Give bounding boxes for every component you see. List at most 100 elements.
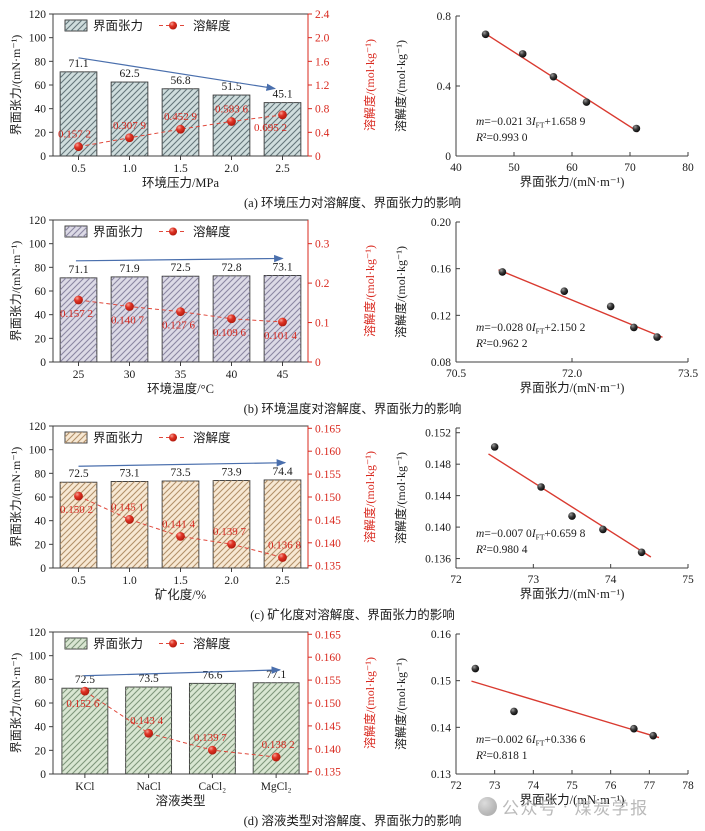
svg-text:溶解度/(mol·kg⁻¹): 溶解度/(mol·kg⁻¹) xyxy=(362,245,377,337)
svg-text:77: 77 xyxy=(644,780,656,792)
svg-text:NaCl: NaCl xyxy=(136,781,160,793)
svg-text:0: 0 xyxy=(40,151,46,163)
svg-text:m=−0.028 0IFT+2.150 2: m=−0.028 0IFT+2.150 2 xyxy=(476,322,586,336)
svg-text:40: 40 xyxy=(450,162,462,174)
svg-text:73: 73 xyxy=(489,780,501,792)
svg-text:KCl: KCl xyxy=(75,781,94,793)
svg-text:70.5: 70.5 xyxy=(446,368,466,380)
svg-text:0: 0 xyxy=(40,357,46,369)
svg-text:界面张力/(mN·m⁻¹): 界面张力/(mN·m⁻¹) xyxy=(520,174,625,189)
svg-text:51.5: 51.5 xyxy=(221,81,241,93)
svg-text:70: 70 xyxy=(624,162,636,174)
svg-text:80: 80 xyxy=(35,468,47,480)
svg-text:20: 20 xyxy=(35,127,47,139)
svg-text:环境温度/°C: 环境温度/°C xyxy=(147,381,214,396)
svg-text:76: 76 xyxy=(605,780,617,792)
svg-text:120: 120 xyxy=(29,9,47,21)
svg-text:0: 0 xyxy=(445,151,451,163)
svg-text:1.0: 1.0 xyxy=(122,163,137,175)
svg-text:0.4: 0.4 xyxy=(437,81,452,93)
svg-text:溶解度/(mol·kg⁻¹): 溶解度/(mol·kg⁻¹) xyxy=(393,40,408,132)
svg-text:0.150 2: 0.150 2 xyxy=(60,504,93,516)
svg-text:45: 45 xyxy=(277,369,289,381)
svg-text:MgCl₂: MgCl₂ xyxy=(261,781,292,793)
svg-text:1.5: 1.5 xyxy=(173,163,188,175)
svg-text:R²=0.980 4: R²=0.980 4 xyxy=(475,544,528,556)
svg-text:溶解度/(mol·kg⁻¹): 溶解度/(mol·kg⁻¹) xyxy=(393,658,408,750)
svg-text:界面张力/(mN·m⁻¹): 界面张力/(mN·m⁻¹) xyxy=(520,586,625,601)
watermark-prefix: 公众号 xyxy=(502,799,558,818)
svg-text:73.1: 73.1 xyxy=(119,467,139,479)
svg-text:0.13: 0.13 xyxy=(431,769,451,781)
svg-text:溶解度: 溶解度 xyxy=(193,636,231,651)
svg-text:溶解度/(mol·kg⁻¹): 溶解度/(mol·kg⁻¹) xyxy=(393,246,408,338)
svg-text:80: 80 xyxy=(35,262,47,274)
svg-text:2.0: 2.0 xyxy=(224,575,239,587)
svg-text:0.8: 0.8 xyxy=(315,104,330,116)
svg-text:1.5: 1.5 xyxy=(173,575,188,587)
panel-a-row: 71.1 62.5 56.8 51.5 45.1 0 20 40 60 80 100 120 0 0.4 0… xyxy=(0,6,705,212)
caption-panel-a: (a) 环境压力对溶解度、界面张力的影响 xyxy=(244,196,461,210)
svg-text:0.1: 0.1 xyxy=(315,318,330,330)
svg-text:界面张力/(mN·m⁻¹): 界面张力/(mN·m⁻¹) xyxy=(9,447,23,548)
watermark: 公众号 · 煤炭学报 xyxy=(478,794,649,819)
svg-text:0.144: 0.144 xyxy=(425,491,451,503)
svg-text:50: 50 xyxy=(508,162,520,174)
scatter-chart-mineralization: 0.136 0.140 0.144 0.148 0.152 72 73 74 75 m=−0.00… xyxy=(393,427,694,601)
svg-text:73: 73 xyxy=(528,574,540,586)
svg-text:0.08: 0.08 xyxy=(431,357,451,369)
svg-text:0.152 6: 0.152 6 xyxy=(66,698,100,710)
svg-text:100: 100 xyxy=(29,239,47,251)
panel-c-row: 72.5 73.1 73.5 73.9 74.4 0 20 40 60 80 100 120 0.135… xyxy=(0,418,705,624)
svg-text:0.157 2: 0.157 2 xyxy=(58,129,91,141)
svg-text:溶液类型: 溶液类型 xyxy=(155,793,205,808)
svg-text:CaCl₂: CaCl₂ xyxy=(199,781,227,793)
svg-text:80: 80 xyxy=(35,56,47,68)
svg-text:0.157 2: 0.157 2 xyxy=(60,308,93,320)
svg-text:溶解度/(mol·kg⁻¹): 溶解度/(mol·kg⁻¹) xyxy=(362,657,377,749)
svg-text:0.135: 0.135 xyxy=(315,767,341,779)
svg-text:72.5: 72.5 xyxy=(75,674,95,686)
svg-text:界面张力/(mN·m⁻¹): 界面张力/(mN·m⁻¹) xyxy=(520,380,625,395)
svg-text:m=−0.002 6IFT+0.336 6: m=−0.002 6IFT+0.336 6 xyxy=(476,734,586,748)
svg-text:0.155: 0.155 xyxy=(315,469,341,481)
svg-text:120: 120 xyxy=(29,215,47,227)
svg-text:0: 0 xyxy=(315,357,321,369)
svg-text:1.2: 1.2 xyxy=(315,80,330,92)
svg-text:1.6: 1.6 xyxy=(315,56,330,68)
svg-text:45.1: 45.1 xyxy=(272,89,292,101)
svg-text:73.1: 73.1 xyxy=(272,261,292,273)
svg-text:0.145 1: 0.145 1 xyxy=(111,501,144,513)
svg-text:0.4: 0.4 xyxy=(315,127,330,139)
svg-text:溶解度/(mol·kg⁻¹): 溶解度/(mol·kg⁻¹) xyxy=(362,39,377,131)
svg-text:35: 35 xyxy=(175,369,187,381)
svg-text:0.155: 0.155 xyxy=(315,675,341,687)
svg-text:72: 72 xyxy=(450,574,462,586)
svg-text:100: 100 xyxy=(29,445,47,457)
svg-text:0.150: 0.150 xyxy=(315,492,341,504)
svg-text:0.145: 0.145 xyxy=(315,721,341,733)
svg-text:0.139 7: 0.139 7 xyxy=(194,732,228,744)
svg-text:20: 20 xyxy=(35,539,47,551)
svg-text:60: 60 xyxy=(35,80,47,92)
svg-text:界面张力: 界面张力 xyxy=(93,18,143,33)
svg-text:60: 60 xyxy=(35,492,47,504)
svg-text:71.1: 71.1 xyxy=(68,58,88,70)
svg-text:0.139 7: 0.139 7 xyxy=(213,526,247,538)
svg-text:120: 120 xyxy=(29,627,47,639)
svg-text:60: 60 xyxy=(35,286,47,298)
svg-text:R²=0.818 1: R²=0.818 1 xyxy=(475,750,528,762)
svg-text:0.160: 0.160 xyxy=(315,652,341,664)
scatter-chart-pressure: 0 0.4 0.8 40 50 60 70 80 m=−0.021 3IFT+1.658 9 R²… xyxy=(393,11,694,189)
svg-text:界面张力: 界面张力 xyxy=(93,224,143,239)
svg-text:m=−0.021 3IFT+1.658 9: m=−0.021 3IFT+1.658 9 xyxy=(476,116,586,130)
svg-text:2.0: 2.0 xyxy=(315,33,330,45)
svg-text:40: 40 xyxy=(226,369,238,381)
svg-text:1.0: 1.0 xyxy=(122,575,137,587)
svg-text:40: 40 xyxy=(35,104,47,116)
svg-text:界面张力/(mN·m⁻¹): 界面张力/(mN·m⁻¹) xyxy=(9,241,23,342)
bar-chart-temperature: 71.1 71.9 72.5 72.8 73.102040608010012000.10… xyxy=(9,215,377,396)
bar-chart-solution-type: 72.5 73.5 76.6 77.10204060801001200.1350.14… xyxy=(9,627,377,808)
svg-text:0: 0 xyxy=(40,563,46,575)
svg-text:0.165: 0.165 xyxy=(315,423,341,435)
